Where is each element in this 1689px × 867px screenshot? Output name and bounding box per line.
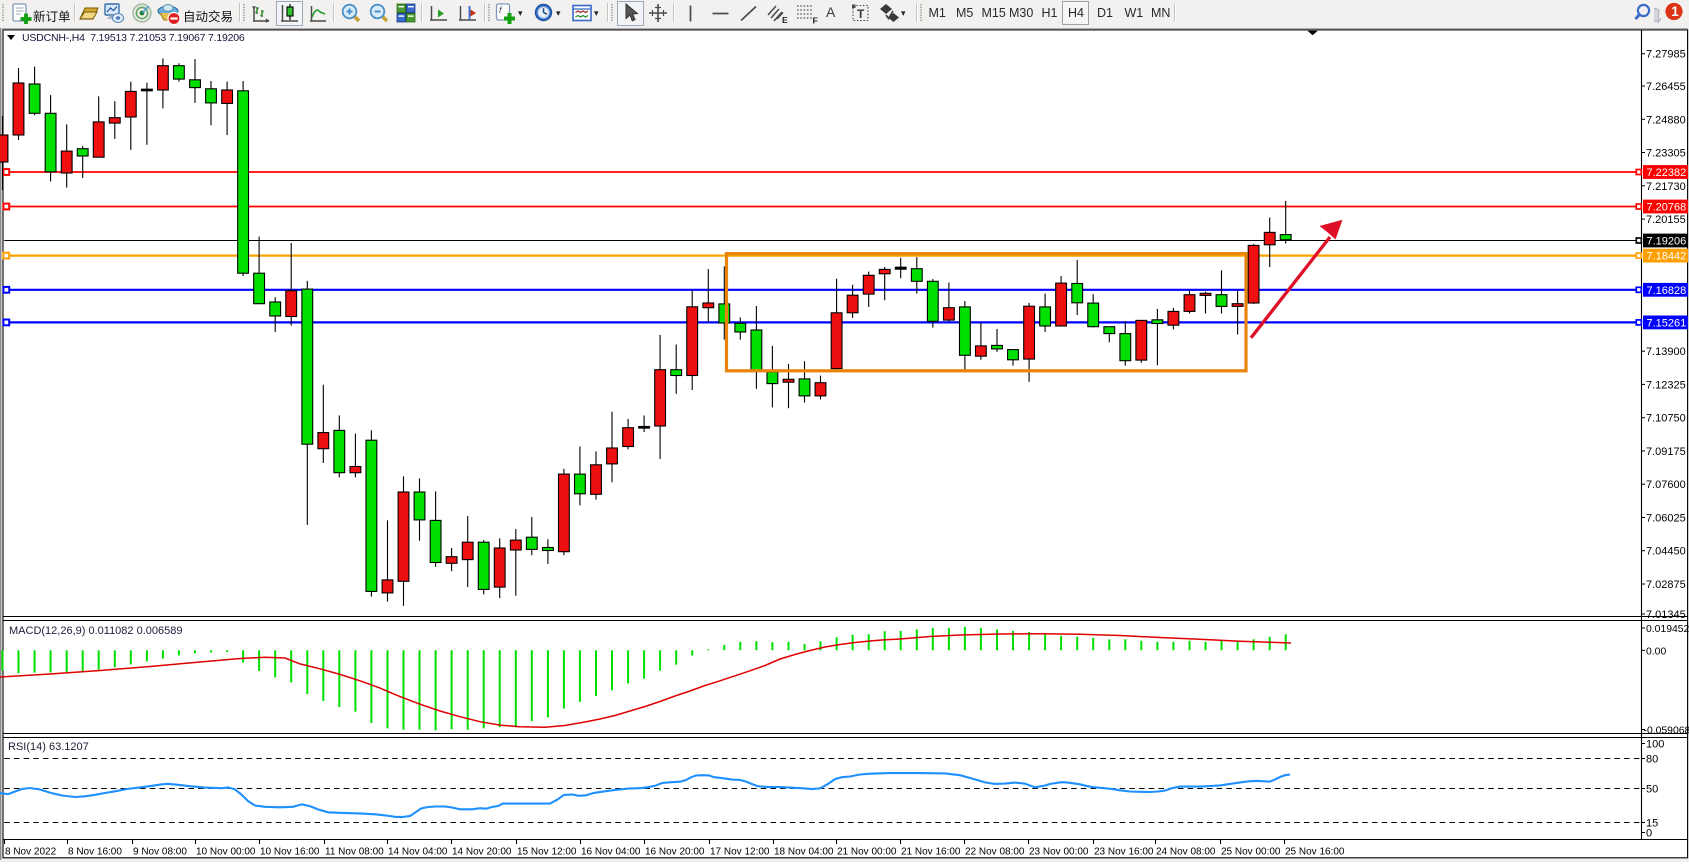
svg-text:7.18442: 7.18442 [1647,251,1687,263]
svg-text:7.13900: 7.13900 [1646,346,1686,358]
svg-text:RSI(14) 63.1207: RSI(14) 63.1207 [8,741,89,753]
svg-text:1: 1 [1671,4,1679,19]
svg-text:7.04450: 7.04450 [1646,546,1686,558]
svg-text:0: 0 [1646,828,1652,840]
svg-text:T: T [857,7,865,21]
svg-text:16 Nov 04:00: 16 Nov 04:00 [581,847,641,858]
svg-text:7.02875: 7.02875 [1646,579,1686,591]
svg-text:7.06025: 7.06025 [1646,513,1686,525]
svg-text:17 Nov 12:00: 17 Nov 12:00 [710,847,770,858]
svg-text:14 Nov 20:00: 14 Nov 20:00 [452,847,512,858]
svg-text:7.21730: 7.21730 [1646,181,1686,193]
svg-text:15 Nov 12:00: 15 Nov 12:00 [517,847,577,858]
svg-text:7.22382: 7.22382 [1647,167,1687,179]
svg-text:16 Nov 20:00: 16 Nov 20:00 [645,847,705,858]
svg-text:7.10750: 7.10750 [1646,413,1686,425]
svg-text:23 Nov 16:00: 23 Nov 16:00 [1094,847,1154,858]
svg-text:50: 50 [1646,784,1658,796]
svg-text:7.19206: 7.19206 [1647,236,1687,248]
svg-text:8 Nov 2022: 8 Nov 2022 [5,847,57,858]
svg-text:7.12325: 7.12325 [1646,379,1686,391]
svg-text:22 Nov 08:00: 22 Nov 08:00 [965,847,1025,858]
svg-text:7.27985: 7.27985 [1646,49,1686,61]
svg-text:0.00: 0.00 [1646,646,1666,657]
svg-text:80: 80 [1646,754,1658,766]
svg-text:10 Nov 00:00: 10 Nov 00:00 [196,847,256,858]
svg-text:8 Nov 16:00: 8 Nov 16:00 [68,847,122,858]
svg-text:F: F [813,16,818,26]
svg-text:14 Nov 04:00: 14 Nov 04:00 [388,847,448,858]
svg-text:11 Nov 08:00: 11 Nov 08:00 [325,847,384,858]
svg-text:25 Nov 16:00: 25 Nov 16:00 [1285,847,1345,858]
svg-text:100: 100 [1646,739,1664,751]
svg-text:10 Nov 16:00: 10 Nov 16:00 [260,847,320,858]
svg-text:23 Nov 00:00: 23 Nov 00:00 [1029,847,1089,858]
svg-text:7.20155: 7.20155 [1646,214,1686,226]
svg-text:7.26455: 7.26455 [1646,81,1686,93]
svg-text:MACD(12,26,9) 0.011082 0.00658: MACD(12,26,9) 0.011082 0.006589 [9,625,182,637]
svg-text:7.20768: 7.20768 [1647,202,1687,214]
svg-text:E: E [782,15,788,25]
svg-text:18 Nov 04:00: 18 Nov 04:00 [774,847,834,858]
svg-text:7.09175: 7.09175 [1646,446,1686,458]
svg-text:7.07600: 7.07600 [1646,479,1686,491]
svg-text:7.16828: 7.16828 [1647,285,1687,297]
svg-text:USDCNH-,H4 7.19513 7.21053 7.: USDCNH-,H4 7.19513 7.21053 7.19067 7.192… [22,32,245,44]
svg-text:7.24880: 7.24880 [1646,114,1686,126]
svg-text:21 Nov 00:00: 21 Nov 00:00 [837,847,897,858]
svg-text:7.15261: 7.15261 [1647,317,1687,329]
svg-text:0.019452: 0.019452 [1646,624,1689,635]
svg-text:7.23305: 7.23305 [1646,148,1686,160]
svg-text:-0.059068: -0.059068 [1644,726,1689,737]
svg-text:7.01345: 7.01345 [1646,609,1686,621]
svg-text:24 Nov 08:00: 24 Nov 08:00 [1156,847,1216,858]
svg-text:9 Nov 08:00: 9 Nov 08:00 [133,847,187,858]
svg-text:25 Nov 00:00: 25 Nov 00:00 [1221,847,1281,858]
svg-text:21 Nov 16:00: 21 Nov 16:00 [901,847,961,858]
